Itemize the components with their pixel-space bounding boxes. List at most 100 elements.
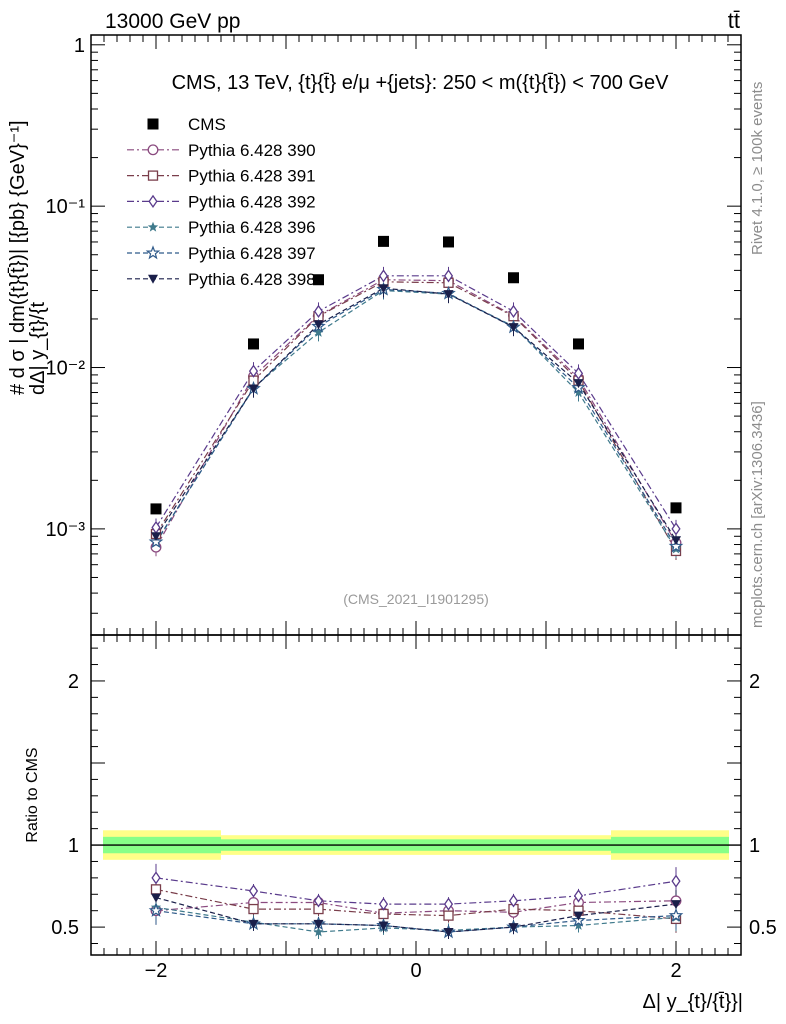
ratio-point <box>378 897 389 911</box>
data-point <box>573 379 584 389</box>
series-line-pythia-6.428-396 <box>155 289 677 550</box>
ratio-panel: 0.5 0.5 1 1 2 2 −2 0 2 Ratio to CMS Δ| y_{t}/{t̄… <box>24 634 777 1013</box>
legend-entry: Pythia 6.428 396 <box>188 218 316 237</box>
ratio-point <box>573 889 584 903</box>
ratio-point <box>668 907 684 922</box>
legend-marker <box>145 245 161 260</box>
analysis-watermark: (CMS_2021_I1901295) <box>343 591 489 607</box>
ratio-point <box>248 884 259 898</box>
data-point <box>443 236 454 248</box>
y-tick-label: 1 <box>74 35 85 57</box>
header-energy-label: 13000 GeV pp <box>105 10 240 33</box>
data-point <box>668 538 684 553</box>
data-point <box>670 502 682 514</box>
legend-marker <box>147 170 159 181</box>
ratio-y-tick-label-left: 2 <box>68 671 79 693</box>
ratio-point <box>671 900 681 910</box>
data-point <box>671 522 681 536</box>
legend-entry: Pythia 6.428 398 <box>188 270 316 289</box>
ratio-point <box>248 919 259 929</box>
x-tick-label: 2 <box>670 960 681 982</box>
ratio-point <box>378 908 389 920</box>
y-axis-label-numerator: # d σ | dm({t}{t̄})| [{pb} {GeV}⁻¹] <box>7 120 29 395</box>
data-point <box>378 269 389 283</box>
ratio-ticks: 0.5 0.5 1 1 2 2 −2 0 2 <box>51 635 777 982</box>
data-point <box>508 304 519 318</box>
ratio-point <box>443 928 454 938</box>
ratio-uncertainty-bands <box>91 830 741 860</box>
ratio-point <box>671 874 681 888</box>
main-ticks: 10⁻³ 10⁻² 10⁻¹ 1 <box>46 35 742 635</box>
data-point <box>313 320 324 330</box>
ratio-point <box>313 919 324 929</box>
ratio-point <box>443 910 454 921</box>
data-point <box>573 387 584 397</box>
series-line-pythia-6.428-391 <box>155 281 677 552</box>
data-point <box>248 384 259 394</box>
main-panel: 10⁻³ 10⁻² 10⁻¹ 1 CMS, 13 TeV, {t}{t̄} e/μ +… <box>7 34 742 636</box>
data-point <box>313 304 324 318</box>
data-point <box>151 532 161 542</box>
ratio-line-pythia-6.428-398 <box>155 897 677 933</box>
rivet-version-label: Rivet 4.1.0, ≥ 100k events <box>749 82 766 255</box>
series-line-pythia-6.428-398 <box>155 287 677 541</box>
ratio-point <box>313 926 324 937</box>
ratio-line-pythia-6.428-390 <box>155 900 677 914</box>
ratio-point <box>508 894 519 908</box>
main-series-lines <box>155 266 677 560</box>
ratio-y-tick-label-left: 1 <box>68 835 79 857</box>
series-line-pythia-6.428-392 <box>155 275 677 530</box>
ratio-y-tick-label-right: 2 <box>749 671 760 693</box>
main-series-markers <box>148 235 684 557</box>
x-axis-label: Δ| y_{t}/{t̄}}| <box>643 991 744 1013</box>
ratio-line-pythia-6.428-391 <box>155 888 677 920</box>
legend-entry: Pythia 6.428 391 <box>188 167 316 186</box>
header-process-label: tt̄ <box>728 8 740 33</box>
mcplots-label: mcplots.cern.ch [arXiv:1306.3436] <box>749 401 766 628</box>
legend-entry: CMS <box>188 115 226 134</box>
series-line-pythia-6.428-390 <box>155 279 677 548</box>
x-tick-label: −2 <box>145 960 168 982</box>
legend-marker <box>148 274 158 284</box>
ratio-y-axis-label: Ratio to CMS <box>24 747 41 842</box>
ratio-point <box>573 920 584 930</box>
ratio-y-tick-label-right: 1 <box>749 835 760 857</box>
ratio-frame <box>90 634 742 956</box>
ratio-point <box>151 893 161 903</box>
series-line-pythia-6.428-397 <box>155 288 677 547</box>
data-point <box>313 326 324 337</box>
data-point <box>378 284 389 294</box>
legend: CMS Pythia 6.428 390 Pythia 6.428 391 Pythi… <box>127 115 316 289</box>
ratio-series-markers <box>148 871 684 939</box>
ratio-point <box>248 903 259 915</box>
data-point <box>248 364 259 378</box>
data-point <box>148 534 164 549</box>
data-point <box>313 274 324 286</box>
ratio-line-pythia-6.428-392 <box>155 877 677 905</box>
legend-entry: Pythia 6.428 397 <box>188 244 316 263</box>
ratio-point <box>313 894 324 908</box>
ratio-y-tick-label-left: 0.5 <box>51 917 79 939</box>
ratio-point <box>443 897 454 911</box>
data-point <box>508 272 519 284</box>
data-point <box>671 536 681 546</box>
data-point <box>248 338 259 350</box>
ratio-point <box>151 871 161 885</box>
y-tick-label: 10⁻³ <box>46 519 86 541</box>
data-point <box>443 269 454 283</box>
x-tick-label: 0 <box>410 960 421 982</box>
ratio-point <box>508 923 519 933</box>
ratio-point <box>148 902 164 917</box>
data-point <box>378 235 389 247</box>
plot-title: CMS, 13 TeV, {t}{t̄} e/μ +{jets}: 250 < … <box>172 72 670 94</box>
legend-entry: Pythia 6.428 392 <box>188 192 316 211</box>
y-axis-label-denominator: dΔ| y_{t}/{t <box>27 301 49 395</box>
legend-marker <box>147 144 159 156</box>
ratio-point <box>150 884 162 895</box>
data-point <box>443 290 454 300</box>
y-tick-label: 10⁻¹ <box>46 196 86 218</box>
legend-entry: Pythia 6.428 390 <box>188 141 316 160</box>
data-point <box>150 503 162 515</box>
data-point <box>573 338 584 350</box>
